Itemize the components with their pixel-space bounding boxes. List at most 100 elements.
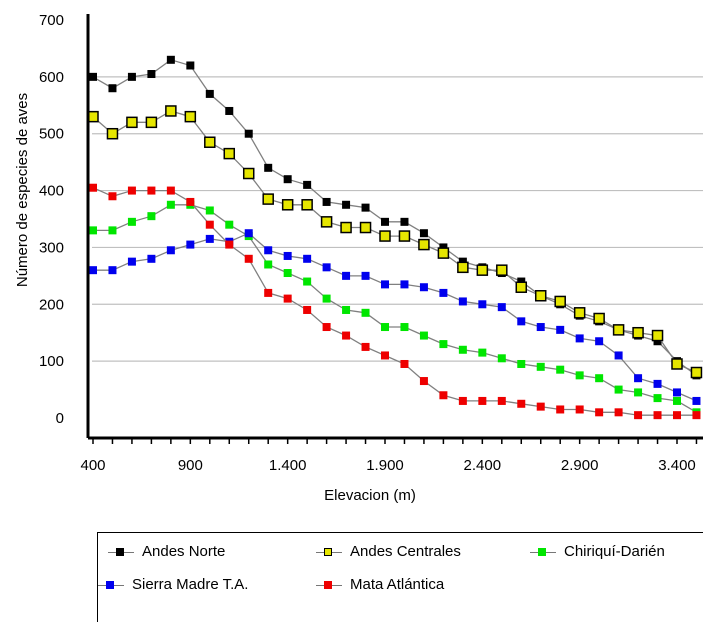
data-point	[126, 116, 138, 129]
x-tick-label: 400	[80, 457, 105, 474]
data-point	[166, 200, 175, 209]
data-point	[437, 247, 450, 259]
legend-label-andes-norte: Andes Norte	[142, 543, 226, 560]
data-point	[673, 396, 681, 405]
data-point	[536, 362, 545, 371]
data-point	[556, 365, 565, 374]
x-tick-label: 1.400	[269, 457, 307, 474]
data-point	[419, 331, 428, 340]
data-point	[264, 288, 273, 297]
data-point	[205, 206, 214, 215]
y-tick-label: 400	[39, 183, 64, 200]
data-point	[379, 230, 391, 242]
data-point	[419, 283, 428, 292]
y-tick-label: 300	[39, 239, 64, 256]
data-point	[322, 197, 331, 206]
data-point	[419, 377, 428, 386]
data-point	[651, 329, 664, 342]
data-point	[283, 251, 292, 260]
legend-item-sierra-madre: Sierra Madre T.A.	[98, 576, 248, 593]
data-point	[634, 411, 643, 420]
x-tick-label: 2.400	[464, 457, 502, 474]
data-point	[244, 129, 253, 138]
y-tick-label: 700	[39, 12, 64, 29]
y-tick-label: 0	[56, 410, 64, 427]
data-point	[225, 106, 234, 115]
data-point	[262, 193, 274, 205]
data-point	[400, 217, 409, 226]
data-point	[517, 359, 526, 368]
data-point	[244, 254, 253, 263]
data-point	[381, 351, 389, 360]
data-point	[205, 89, 214, 98]
data-point	[359, 221, 372, 234]
data-point	[264, 260, 273, 269]
data-point	[361, 271, 370, 280]
data-point	[400, 359, 409, 368]
series-1	[87, 105, 703, 379]
data-point	[342, 271, 351, 280]
data-point	[283, 269, 292, 278]
data-point	[147, 186, 156, 195]
data-point	[108, 226, 117, 235]
data-point	[671, 358, 683, 370]
x-tick-label: 900	[178, 457, 203, 474]
data-point	[303, 180, 312, 189]
data-point	[614, 351, 623, 360]
data-point	[127, 186, 136, 195]
data-point	[398, 230, 411, 242]
data-point	[320, 216, 333, 228]
data-point	[534, 290, 547, 302]
data-point	[166, 55, 175, 64]
data-point	[554, 295, 566, 308]
data-point	[690, 366, 703, 379]
data-point	[127, 72, 136, 81]
data-point	[322, 294, 331, 303]
y-axis-label: Número de especies de aves	[14, 93, 31, 287]
data-point	[283, 294, 292, 303]
data-point	[595, 374, 604, 383]
data-point	[166, 246, 175, 255]
chart-svg: 0 100 200 300 400 500 600 700 400 900 1.400 1.900 2…	[14, 12, 703, 504]
legend-label-chiriqui-darien: Chiriquí-Darién	[564, 543, 665, 560]
data-point	[400, 280, 409, 289]
series-3	[89, 229, 701, 405]
data-point	[692, 411, 701, 420]
data-point	[575, 405, 584, 414]
x-tick-label: 3.400	[658, 457, 696, 474]
data-point	[418, 238, 430, 251]
data-point	[536, 402, 545, 411]
data-point	[515, 281, 528, 293]
data-point	[244, 229, 253, 238]
data-point	[147, 254, 156, 263]
grid	[92, 76, 703, 362]
legend-label-andes-centrales: Andes Centrales	[350, 543, 461, 560]
data-point	[497, 354, 506, 363]
data-point	[653, 379, 662, 388]
data-point	[89, 183, 97, 192]
data-point	[186, 61, 195, 70]
legend-item-andes-centrales: Andes Centrales	[316, 543, 461, 560]
y-tick-label: 600	[39, 69, 64, 86]
x-ticks: 400 900 1.400 1.900 2.400 2.900 3.400	[80, 438, 698, 474]
data-point	[458, 345, 467, 354]
data-point	[166, 186, 175, 195]
data-point	[264, 163, 273, 172]
data-point	[242, 167, 255, 180]
data-point	[478, 348, 487, 357]
data-point	[147, 70, 156, 79]
data-point	[692, 396, 701, 405]
data-point	[614, 385, 623, 394]
data-point	[575, 334, 584, 343]
data-point	[165, 105, 177, 117]
data-point	[342, 305, 351, 314]
data-point	[497, 396, 506, 405]
data-point	[89, 266, 97, 275]
data-point	[458, 396, 467, 405]
legend: Andes Norte Andes Centrales Chiriquí-Dar…	[97, 532, 703, 622]
data-point	[478, 300, 487, 309]
series-layer	[87, 55, 703, 420]
x-axis-label: Elevacion (m)	[324, 487, 416, 504]
data-point	[225, 240, 234, 249]
data-point	[89, 226, 97, 235]
